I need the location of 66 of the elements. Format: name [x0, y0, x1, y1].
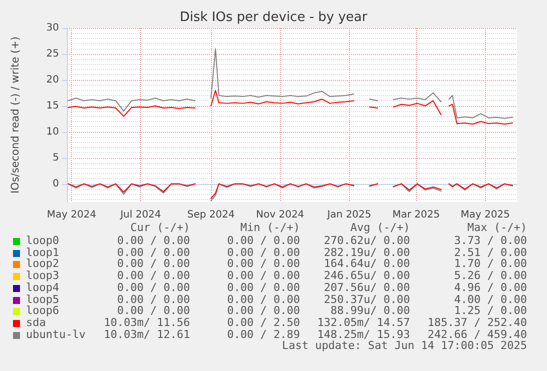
text: 0.00 / 0.00	[227, 269, 300, 282]
y-tick-label: 5	[52, 152, 59, 164]
text: 5.26 / 0.00	[454, 269, 527, 282]
y-tick-label: 20	[46, 74, 59, 86]
y-axis-title: IOs/second read (-) / write (+)	[10, 36, 22, 194]
text: 185.37 / 252.40	[428, 316, 527, 329]
legend-label: loop6	[26, 304, 60, 318]
legend-label: loop2	[26, 257, 60, 270]
legend-label: loop3	[26, 269, 60, 282]
text: Cur (-/+)	[130, 221, 190, 234]
y-tick-label: 30	[46, 22, 59, 34]
text: 250.37u/ 0.00	[324, 292, 410, 306]
x-tick-label: Sep 2024	[187, 210, 235, 220]
y-tick-label: 10	[46, 126, 59, 138]
text: 132.05m/ 14.57	[317, 316, 410, 329]
text: 0.00 / 0.00	[117, 304, 190, 318]
text: 0.00 / 2.89	[227, 328, 300, 341]
text: 0.00 / 0.00	[117, 234, 190, 247]
y-tick-label: 0	[52, 178, 59, 190]
text: 0.00 / 0.00	[227, 292, 300, 306]
text: 1.25 / 0.00	[454, 304, 527, 318]
x-tick-label: Nov 2024	[256, 210, 304, 220]
x-tick-label: Jan 2025	[326, 210, 372, 220]
y-tick-label: 25	[46, 48, 59, 60]
text: 246.65u/ 0.00	[324, 269, 410, 282]
text: 148.25m/ 15.93	[317, 328, 410, 341]
text: 0.00 / 0.00	[117, 292, 190, 306]
x-tick-label: May 2025	[460, 210, 510, 220]
text: Min (-/+)	[240, 221, 300, 234]
text: 3.73 / 0.00	[454, 234, 527, 247]
legend-label: loop0	[26, 234, 60, 247]
text: 242.66 / 459.40	[428, 328, 527, 341]
legend-label: ubuntu-lv	[26, 328, 86, 341]
x-tick-label: May 2024	[46, 210, 96, 220]
text: 0.00 / 0.00	[227, 280, 300, 294]
chart-title: Disk IOs per device - by year	[180, 10, 368, 25]
text: 0.00 / 2.50	[227, 316, 300, 329]
text: 0.00 / 0.00	[227, 246, 300, 259]
x-tick-label: Mar 2025	[392, 210, 440, 220]
text: 270.62u/ 0.00	[324, 234, 410, 247]
text: 10.03m/ 11.56	[104, 316, 190, 329]
x-tick-label: Jul 2024	[119, 210, 162, 220]
legend-label: loop4	[26, 280, 60, 294]
text: 10.03m/ 12.61	[104, 328, 190, 341]
text: 2.51 / 0.00	[454, 246, 527, 259]
text: 0.00 / 0.00	[117, 257, 190, 270]
text: 0.00 / 0.00	[227, 234, 300, 247]
text: 282.19u/ 0.00	[324, 246, 410, 259]
y-tick-label: 15	[46, 100, 59, 112]
text: Avg (-/+)	[350, 221, 410, 234]
text: 0.00 / 0.00	[117, 280, 190, 294]
text: 207.56u/ 0.00	[324, 280, 410, 294]
legend-label: sda	[26, 316, 46, 329]
text: 4.96 / 0.00	[454, 280, 527, 294]
text: 0.00 / 0.00	[227, 257, 300, 270]
legend-label: loop1	[26, 246, 60, 259]
text: Last update: Sat Jun 14 17:00:05 2025	[282, 339, 527, 352]
text: 0.00 / 0.00	[117, 269, 190, 282]
text: 0.00 / 0.00	[117, 246, 190, 259]
text: Max (-/+)	[467, 221, 527, 234]
text: 164.64u/ 0.00	[324, 257, 410, 270]
text: 0.00 / 0.00	[227, 304, 300, 318]
text: 1.70 / 0.00	[454, 257, 527, 270]
text: 4.00 / 0.00	[454, 292, 527, 306]
legend-label: loop5	[26, 292, 60, 306]
text: 88.99u/ 0.00	[330, 304, 410, 318]
